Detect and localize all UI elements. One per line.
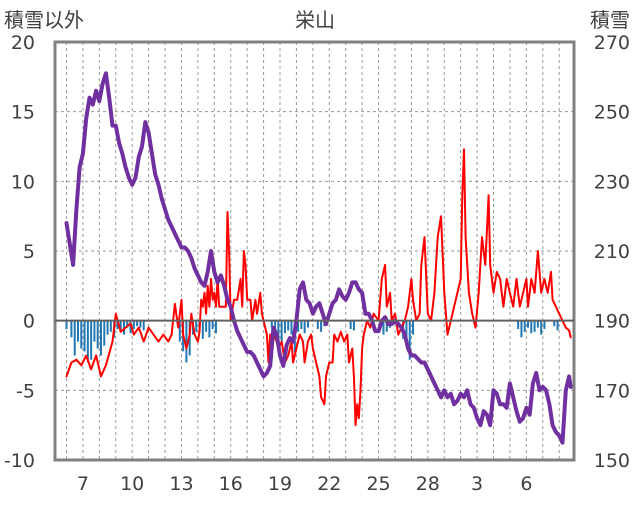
precip-bar (540, 320, 543, 335)
x-tick-label: 6 (520, 473, 532, 495)
precip-bar (300, 320, 303, 330)
precip-bar (290, 320, 293, 335)
precip-bar (385, 320, 388, 332)
precip-bar (297, 320, 300, 332)
precip-bar (523, 320, 526, 332)
left-tick-label: 10 (11, 171, 35, 193)
precip-bar (205, 320, 208, 332)
precip-bar (382, 320, 385, 335)
precip-bar (408, 320, 411, 360)
x-tick-label: 25 (366, 473, 390, 495)
precip-bar (195, 320, 198, 332)
right-tick-label: 150 (594, 450, 630, 472)
precip-bar (543, 320, 546, 330)
precip-bar (352, 320, 355, 331)
precip-bar (139, 320, 142, 328)
series-lines-layer (64, 71, 573, 445)
precip-bar (270, 320, 273, 328)
right-tick-label: 210 (594, 241, 630, 263)
precip-bar (536, 320, 539, 328)
precip-bar (178, 320, 181, 342)
precip-bar (517, 320, 520, 330)
precip-bar (527, 320, 530, 328)
precip-bar (185, 320, 188, 363)
tick-labels-layer: 20 15 10 5 0 -5 -10 270 250 230 210 190 170 150 7 10 13 1… (4, 32, 630, 495)
precip-bar (412, 320, 415, 335)
precip-bar (119, 320, 122, 332)
precip-bar (109, 320, 112, 332)
precip-bar (93, 320, 96, 342)
precip-bar (214, 320, 217, 334)
precip-bar (520, 320, 523, 338)
left-axis-label: 積雪以外 (4, 8, 84, 32)
precip-bar (76, 320, 79, 342)
precip-bar (132, 320, 135, 330)
precip-bar (99, 320, 102, 356)
precip-bar (316, 320, 319, 330)
right-tick-label: 230 (594, 171, 630, 193)
left-tick-label: -10 (4, 450, 35, 472)
x-tick-label: 16 (219, 473, 243, 495)
precip-bar (201, 320, 204, 339)
chart-title: 栄山 (295, 8, 335, 32)
right-tick-label: 190 (594, 311, 630, 333)
precip-bar (90, 320, 93, 360)
left-tick-label: 15 (11, 102, 35, 124)
precip-bar (136, 320, 139, 327)
right-axis-label: 積雪 (590, 8, 630, 32)
right-tick-label: 170 (594, 380, 630, 402)
precip-bar (106, 320, 109, 335)
precip-bar (103, 320, 106, 346)
right-tick-label: 250 (594, 102, 630, 124)
precip-bar (211, 320, 214, 330)
precip-bar (122, 320, 125, 335)
precip-bar (349, 320, 352, 330)
precip-bar (96, 320, 99, 349)
left-tick-label: 20 (11, 32, 35, 54)
snow-depth-line (64, 71, 573, 445)
precip-bar (303, 320, 306, 334)
precip-bar (556, 320, 559, 331)
precip-bar (306, 320, 309, 328)
precip-bar (208, 320, 211, 338)
precip-bar (142, 320, 145, 331)
precip-bar (280, 320, 283, 342)
precip-bar (86, 320, 89, 363)
precip-bar (274, 320, 277, 332)
plot-frame (53, 40, 576, 462)
precip-bar (70, 320, 73, 338)
precip-bar (126, 320, 129, 328)
x-tick-label: 22 (317, 473, 341, 495)
precip-bar (283, 320, 286, 334)
precip-bar (530, 320, 533, 334)
precip-bar (553, 320, 556, 327)
x-tick-label: 28 (416, 473, 440, 495)
precip-bar (116, 320, 119, 330)
precip-bar (73, 320, 76, 356)
left-tick-label: -5 (16, 380, 35, 402)
precip-bar (533, 320, 536, 332)
right-tick-label: 270 (594, 32, 630, 54)
x-tick-label: 19 (268, 473, 292, 495)
left-tick-label: 0 (23, 311, 35, 333)
x-tick-label: 13 (169, 473, 193, 495)
left-tick-label: 5 (23, 241, 35, 263)
precip-bar (80, 320, 83, 349)
precip-bar (65, 320, 68, 330)
precip-bar (277, 320, 280, 338)
x-tick-label: 7 (77, 473, 89, 495)
x-tick-label: 3 (471, 473, 483, 495)
precip-bar (287, 320, 290, 331)
x-tick-label: 10 (120, 473, 144, 495)
precip-bar (405, 320, 408, 342)
precip-bar (83, 320, 86, 352)
temperature-line (65, 148, 572, 427)
precip-bar (320, 320, 323, 332)
